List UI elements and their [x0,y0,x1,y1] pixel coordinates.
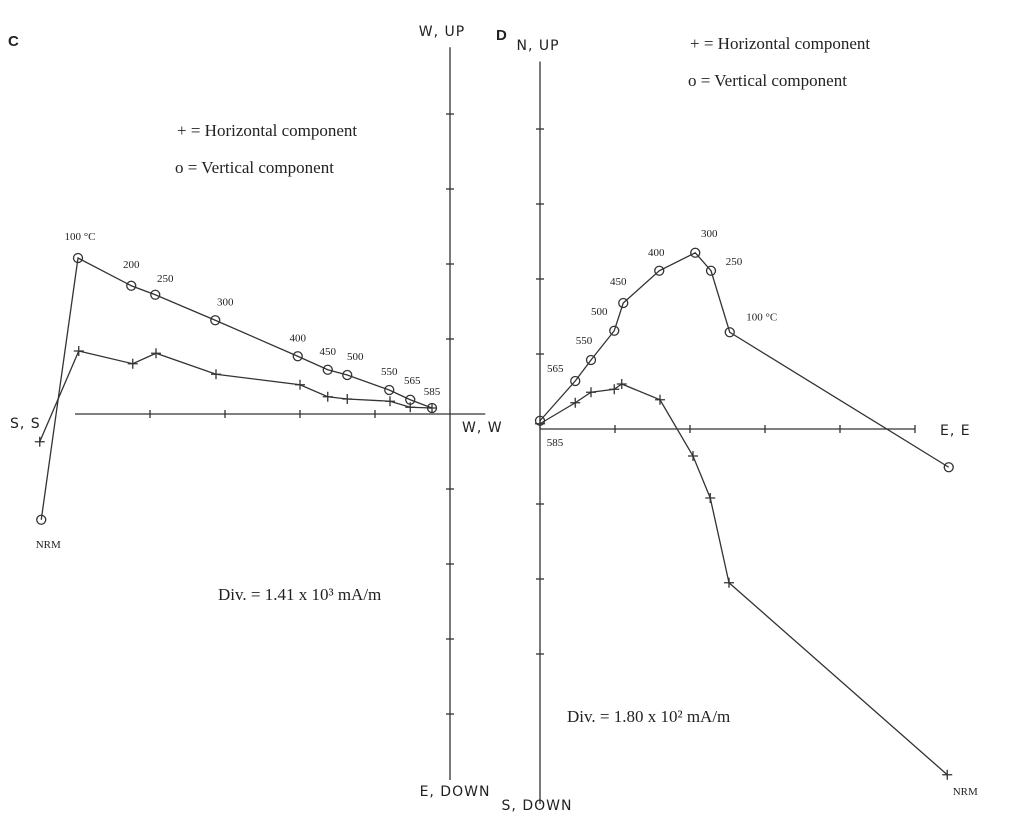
step-label: 100 °C [65,231,96,243]
horizontal-point [688,451,698,461]
vertical-point [150,289,161,300]
vertical-point [126,280,137,291]
vertical-point [384,384,395,396]
horizontal-point [570,397,581,408]
axis-label: E, DOWN [420,784,491,800]
series-line [539,251,950,468]
vertical-point [943,462,954,473]
axis-label: N, UP [516,38,559,54]
step-label: 565 [404,375,421,387]
step-label: 250 [726,256,743,268]
horizontal-point [151,348,161,359]
horizontal-point [385,396,395,407]
vertical-point [426,402,438,414]
axis-label: S, S [10,416,41,432]
vertical-point [618,297,629,309]
panel: D N, UP S, DOWN E, E + = Horizontal componen… [496,27,978,814]
legend-entry: o = Vertical component [175,158,334,177]
annotation: Div. = 1.41 x 10³ mA/m [218,585,381,604]
vertical-point [705,265,717,276]
vertical-point [322,364,333,375]
step-label: 100 °C [746,311,777,323]
horizontal-point [73,346,84,356]
vertical-point [405,394,416,405]
axis-label: W, W [462,420,503,436]
step-label: NRM [953,786,978,798]
vertical-point [585,354,597,366]
series-line [40,256,433,520]
vertical-point [36,514,47,525]
horizontal-point [655,394,665,405]
step-label: 585 [424,386,441,398]
horizontal-point [342,394,353,404]
vertical-point [534,415,546,426]
step-label: 200 [123,259,140,271]
panel: C W, UP E, DOWN S, S W, W + = Horizontal comp… [8,24,503,800]
legend-entry: o = Vertical component [688,71,847,90]
vertical-point [654,265,665,276]
step-label: 300 [701,228,718,240]
legend-entry: + = Horizontal component [177,121,357,140]
vertical-point [609,325,620,336]
step-label: 400 [648,247,665,259]
step-label: 500 [347,351,364,363]
horizontal-point [127,358,138,369]
step-label: 250 [157,273,174,285]
step-label: 550 [381,366,398,378]
step-label: 300 [217,296,234,308]
horizontal-point [586,387,596,398]
step-label: NRM [36,539,61,551]
horizontal-point [295,379,305,390]
axis-label: E, E [940,423,971,439]
axis-label: W, UP [419,24,465,40]
vertical-point [292,351,303,362]
vertical-point [72,252,84,264]
vertical-point [342,369,353,381]
step-label: 585 [547,437,564,449]
horizontal-point [705,493,716,503]
axis-label: S, DOWN [502,798,573,814]
step-label: 565 [547,363,564,375]
step-label: 500 [591,306,608,318]
step-label: 400 [290,332,307,344]
series-line [39,350,433,443]
step-label: 550 [576,335,593,347]
vertical-point [724,327,735,338]
horizontal-point [724,577,734,588]
horizontal-point [34,436,45,447]
step-label: 450 [610,276,627,288]
horizontal-point [609,384,620,395]
horizontal-point [616,379,627,389]
vertical-point [210,315,221,326]
step-label: 450 [320,346,337,358]
horizontal-point [942,769,953,780]
panel-label: D [496,27,507,44]
panel-label: C [8,33,19,50]
horizontal-point [211,369,221,380]
annotation: Div. = 1.80 x 10² mA/m [567,707,730,726]
horizontal-point [322,391,333,402]
legend-entry: + = Horizontal component [690,34,870,53]
vertical-point [690,247,701,258]
vertical-point [570,375,581,387]
series-line [539,383,948,776]
